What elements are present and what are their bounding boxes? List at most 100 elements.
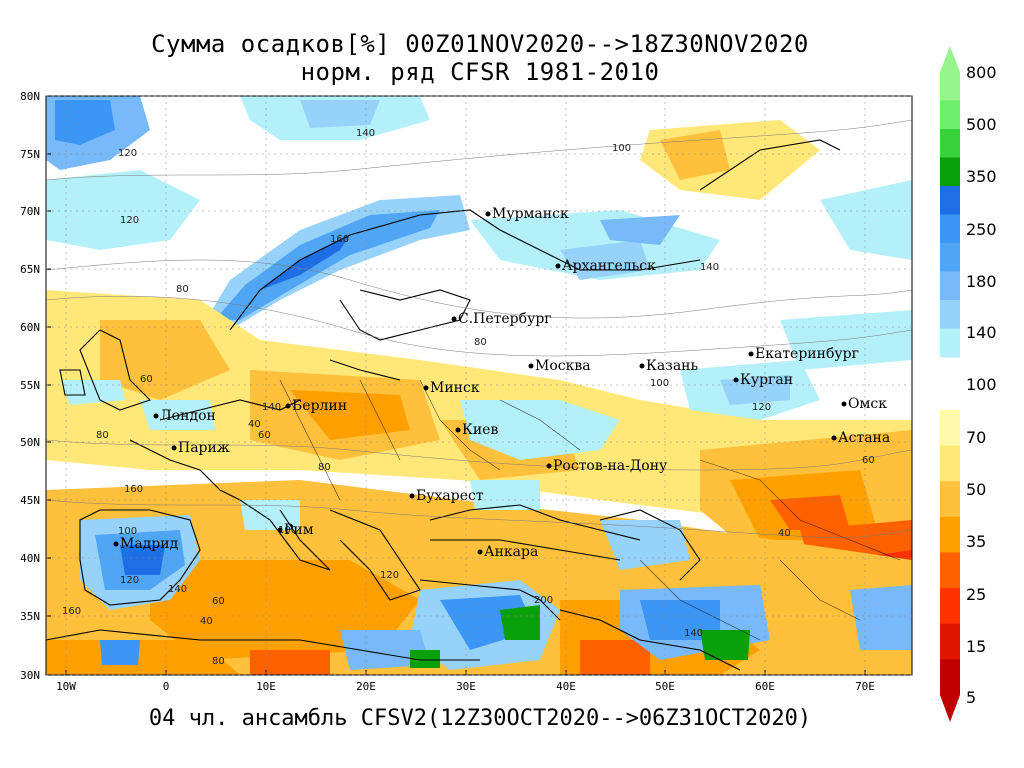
city-label: Минск bbox=[430, 380, 480, 396]
contour-label: 60 bbox=[862, 455, 875, 466]
city-label: Казань bbox=[646, 358, 698, 374]
colorbar-swatch bbox=[940, 516, 960, 553]
contour-label: 140 bbox=[684, 628, 703, 639]
lon-label: 0 bbox=[163, 680, 170, 693]
contour-label: 80 bbox=[176, 284, 189, 295]
colorbar-swatch bbox=[940, 552, 960, 589]
city-marker bbox=[841, 401, 847, 407]
city-label: Бухарест bbox=[416, 488, 484, 504]
colorbar-swatch bbox=[940, 659, 960, 696]
contour-label: 160 bbox=[62, 606, 81, 617]
lat-label: 55N bbox=[20, 379, 40, 392]
city-label: Екатеринбург bbox=[755, 346, 859, 362]
colorbar-label: 70 bbox=[966, 428, 986, 447]
colorbar-bottom-arrow bbox=[940, 695, 960, 722]
chart-subtitle: норм. ряд CFSR 1981-2010 bbox=[300, 58, 660, 86]
city-label: Рим bbox=[284, 522, 314, 538]
colorbar-swatch bbox=[940, 328, 960, 358]
colorbar-swatch bbox=[940, 129, 960, 158]
lon-label: 20E bbox=[356, 680, 376, 693]
lat-label: 80N bbox=[20, 90, 40, 103]
colorbar-label: 350 bbox=[966, 167, 997, 186]
city-marker bbox=[733, 377, 739, 383]
city-label: Мадрид bbox=[120, 536, 179, 552]
city-marker bbox=[477, 549, 483, 555]
contour-label: 100 bbox=[278, 525, 297, 536]
city-marker bbox=[451, 316, 457, 322]
contour-label: 200 bbox=[534, 595, 553, 606]
city-marker bbox=[555, 263, 561, 269]
city-marker bbox=[277, 527, 283, 533]
city-marker bbox=[748, 351, 754, 357]
city-label: Курган bbox=[740, 372, 793, 388]
city-marker bbox=[113, 541, 119, 547]
colorbar-label: 140 bbox=[966, 323, 997, 342]
city-marker bbox=[455, 427, 461, 433]
city-label: Анкара bbox=[484, 544, 538, 560]
city-marker bbox=[423, 385, 429, 391]
lat-label: 40N bbox=[20, 552, 40, 565]
contour-label: 160 bbox=[330, 234, 349, 245]
city-marker bbox=[153, 413, 159, 419]
contour-label: 160 bbox=[124, 484, 143, 495]
colorbar-swatch bbox=[940, 157, 960, 187]
contour-label: 40 bbox=[248, 419, 261, 430]
colorbar-swatch bbox=[940, 186, 960, 215]
contour-label: 120 bbox=[380, 570, 399, 581]
contour-label: 40 bbox=[200, 616, 213, 627]
colorbar-swatch bbox=[940, 410, 960, 447]
colorbar-label: 15 bbox=[966, 637, 986, 656]
city-label: Париж bbox=[178, 440, 230, 456]
city-marker bbox=[831, 435, 837, 441]
colorbar-swatch bbox=[940, 300, 960, 329]
city-marker bbox=[485, 211, 491, 217]
contour-labels: 1201401608010012014080100120140160604060… bbox=[62, 128, 875, 667]
city-marker bbox=[546, 463, 552, 469]
lat-label: 70N bbox=[20, 205, 40, 218]
city-label: С.Петербург bbox=[458, 311, 552, 327]
city-label: Мурманск bbox=[492, 206, 569, 222]
contour-label: 120 bbox=[118, 148, 137, 159]
city-label: Ростов-на-Дону bbox=[553, 458, 668, 474]
lon-label: 50E bbox=[655, 680, 675, 693]
city-labels: Мурманск Архангельск С.Петербург Москва Каза… bbox=[113, 206, 890, 560]
colorbar-swatch bbox=[940, 623, 960, 660]
lon-label: 10W bbox=[56, 680, 76, 693]
lat-label: 75N bbox=[20, 148, 40, 161]
lat-label: 45N bbox=[20, 494, 40, 507]
contour-label: 60 bbox=[212, 596, 225, 607]
contour-label: 140 bbox=[168, 584, 187, 595]
lon-label: 10E bbox=[256, 680, 276, 693]
contour-label: 120 bbox=[120, 215, 139, 226]
colorbar-label: 50 bbox=[966, 480, 986, 499]
contour-label: 60 bbox=[258, 430, 271, 441]
lon-label: 70E bbox=[855, 680, 875, 693]
colorbar-swatch bbox=[940, 100, 960, 130]
colorbar-label: 500 bbox=[966, 115, 997, 134]
colorbar-label: 180 bbox=[966, 272, 997, 291]
city-label: Архангельск bbox=[562, 258, 656, 274]
colorbar-swatch bbox=[940, 481, 960, 518]
precipitation-field bbox=[46, 96, 912, 675]
colorbar-swatch bbox=[940, 214, 960, 244]
city-marker bbox=[639, 363, 645, 369]
colorbar-label: 25 bbox=[966, 585, 986, 604]
contour-label: 80 bbox=[212, 656, 225, 667]
city-marker bbox=[528, 363, 534, 369]
contour-label: 140 bbox=[356, 128, 375, 139]
contour-label: 80 bbox=[318, 462, 331, 473]
contour-label: 40 bbox=[778, 528, 791, 539]
contour-label: 100 bbox=[612, 143, 631, 154]
city-marker bbox=[285, 403, 291, 409]
city-label: Москва bbox=[535, 358, 591, 374]
city-label: Омск bbox=[848, 396, 887, 412]
colorbar-swatch bbox=[940, 445, 960, 482]
contour-label: 100 bbox=[118, 526, 137, 537]
lat-label: 30N bbox=[20, 669, 40, 682]
city-label: Астана bbox=[838, 430, 890, 446]
city-marker bbox=[409, 493, 415, 499]
graticule bbox=[46, 95, 912, 676]
lat-label: 50N bbox=[20, 436, 40, 449]
contour-label: 60 bbox=[140, 374, 153, 385]
